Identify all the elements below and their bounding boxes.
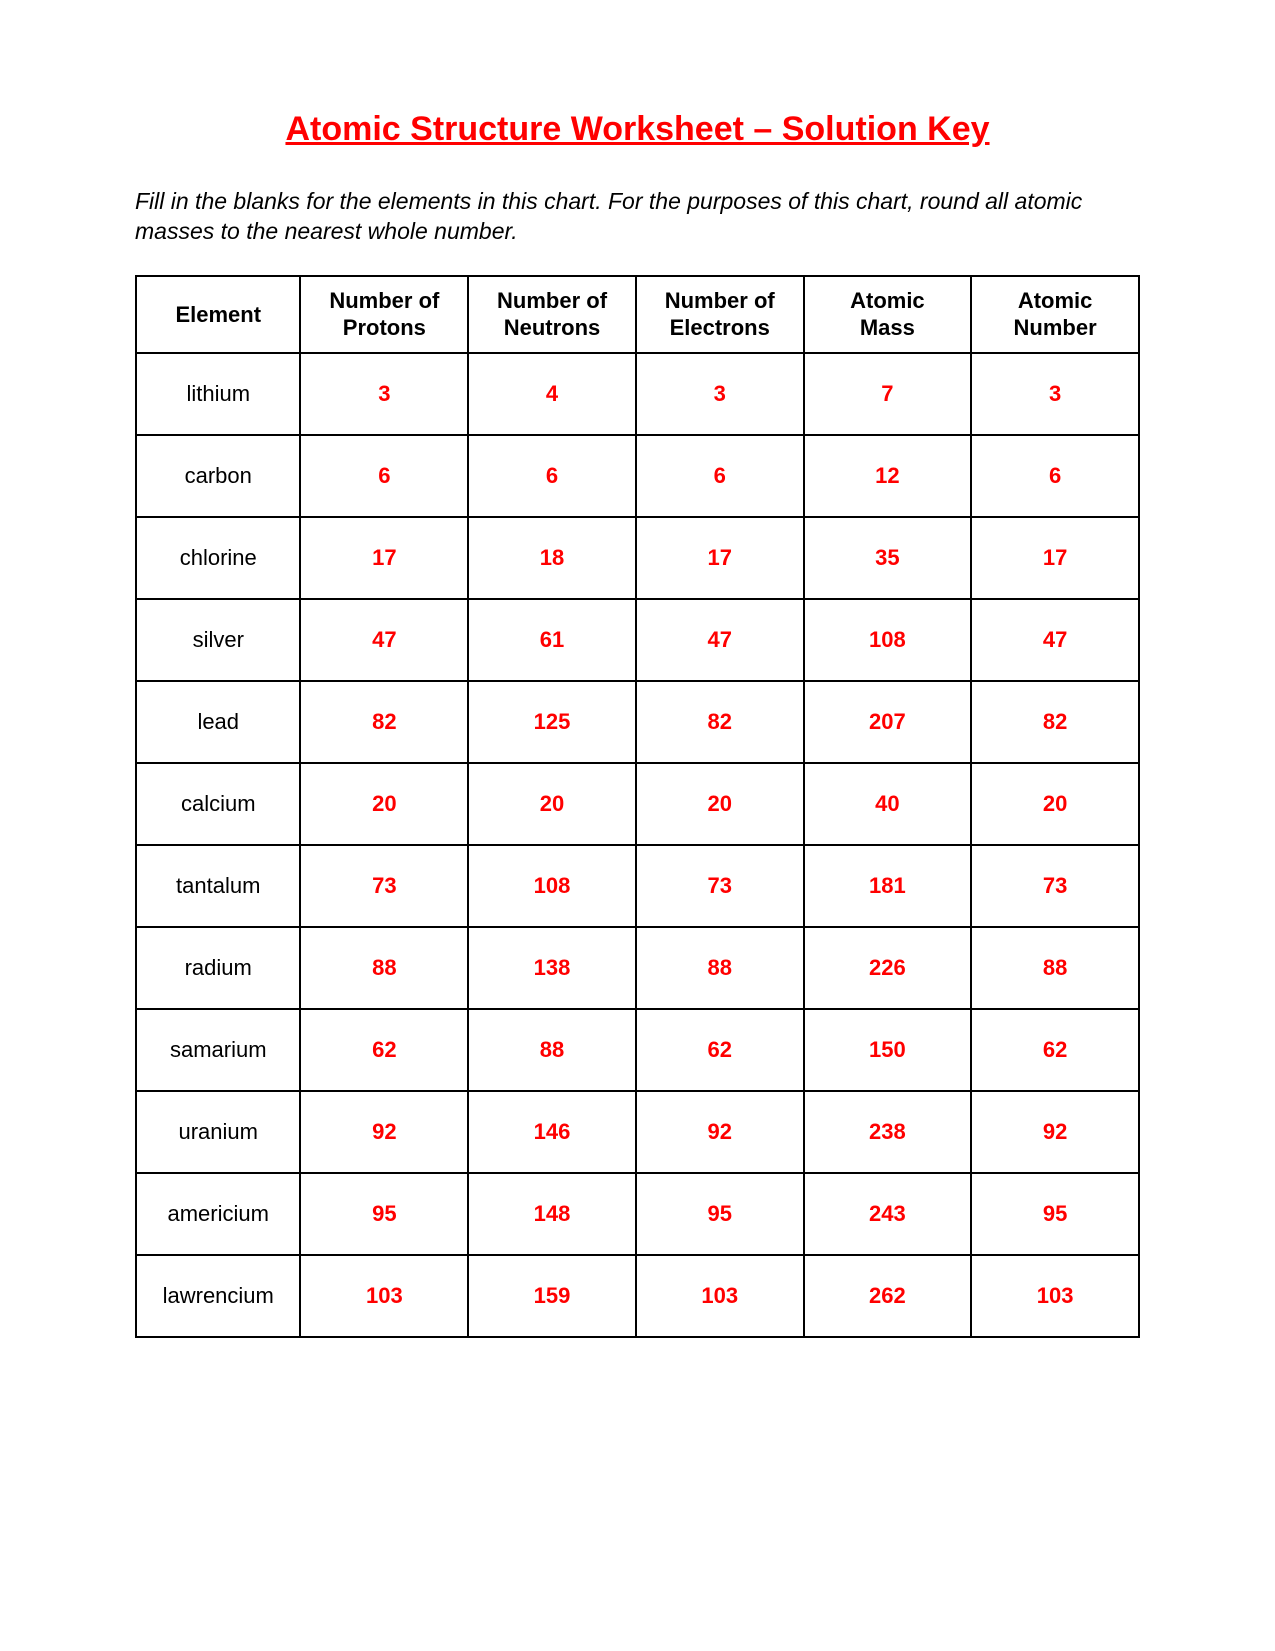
table-row: tantalum731087318173: [136, 845, 1139, 927]
table-row: silver47614710847: [136, 599, 1139, 681]
cell-number: 17: [971, 517, 1139, 599]
cell-element: tantalum: [136, 845, 300, 927]
cell-number: 92: [971, 1091, 1139, 1173]
table-row: lithium34373: [136, 353, 1139, 435]
cell-element: calcium: [136, 763, 300, 845]
cell-element: carbon: [136, 435, 300, 517]
cell-electrons: 82: [636, 681, 804, 763]
cell-neutrons: 6: [468, 435, 636, 517]
cell-mass: 12: [804, 435, 972, 517]
cell-electrons: 20: [636, 763, 804, 845]
cell-mass: 226: [804, 927, 972, 1009]
table-row: lead821258220782: [136, 681, 1139, 763]
cell-neutrons: 20: [468, 763, 636, 845]
cell-protons: 62: [300, 1009, 468, 1091]
header-element: Element: [136, 276, 300, 353]
cell-electrons: 62: [636, 1009, 804, 1091]
cell-neutrons: 88: [468, 1009, 636, 1091]
cell-number: 88: [971, 927, 1139, 1009]
cell-number: 82: [971, 681, 1139, 763]
table-row: lawrencium103159103262103: [136, 1255, 1139, 1337]
header-neutrons: Number ofNeutrons: [468, 276, 636, 353]
cell-number: 73: [971, 845, 1139, 927]
cell-element: radium: [136, 927, 300, 1009]
cell-mass: 7: [804, 353, 972, 435]
cell-neutrons: 138: [468, 927, 636, 1009]
cell-number: 47: [971, 599, 1139, 681]
table-header-row: Element Number ofProtons Number ofNeutro…: [136, 276, 1139, 353]
header-number: AtomicNumber: [971, 276, 1139, 353]
cell-mass: 150: [804, 1009, 972, 1091]
cell-electrons: 47: [636, 599, 804, 681]
cell-neutrons: 159: [468, 1255, 636, 1337]
cell-protons: 88: [300, 927, 468, 1009]
cell-mass: 40: [804, 763, 972, 845]
cell-protons: 47: [300, 599, 468, 681]
cell-element: uranium: [136, 1091, 300, 1173]
cell-mass: 35: [804, 517, 972, 599]
cell-element: samarium: [136, 1009, 300, 1091]
cell-number: 62: [971, 1009, 1139, 1091]
instructions-text: Fill in the blanks for the elements in t…: [135, 187, 1140, 247]
cell-element: americium: [136, 1173, 300, 1255]
cell-mass: 243: [804, 1173, 972, 1255]
cell-protons: 20: [300, 763, 468, 845]
cell-element: lead: [136, 681, 300, 763]
cell-protons: 103: [300, 1255, 468, 1337]
cell-number: 20: [971, 763, 1139, 845]
cell-neutrons: 61: [468, 599, 636, 681]
cell-neutrons: 18: [468, 517, 636, 599]
cell-protons: 17: [300, 517, 468, 599]
cell-electrons: 92: [636, 1091, 804, 1173]
cell-electrons: 17: [636, 517, 804, 599]
elements-table: Element Number ofProtons Number ofNeutro…: [135, 275, 1140, 1338]
table-row: carbon666126: [136, 435, 1139, 517]
cell-element: silver: [136, 599, 300, 681]
table-row: chlorine1718173517: [136, 517, 1139, 599]
cell-protons: 95: [300, 1173, 468, 1255]
table-row: radium881388822688: [136, 927, 1139, 1009]
table-row: samarium62886215062: [136, 1009, 1139, 1091]
cell-mass: 181: [804, 845, 972, 927]
cell-number: 3: [971, 353, 1139, 435]
cell-number: 95: [971, 1173, 1139, 1255]
table-row: calcium2020204020: [136, 763, 1139, 845]
cell-neutrons: 148: [468, 1173, 636, 1255]
cell-neutrons: 125: [468, 681, 636, 763]
cell-element: lawrencium: [136, 1255, 300, 1337]
table-row: americium951489524395: [136, 1173, 1139, 1255]
cell-protons: 6: [300, 435, 468, 517]
cell-neutrons: 146: [468, 1091, 636, 1173]
page-title: Atomic Structure Worksheet – Solution Ke…: [135, 110, 1140, 149]
header-electrons: Number ofElectrons: [636, 276, 804, 353]
header-mass: AtomicMass: [804, 276, 972, 353]
cell-mass: 207: [804, 681, 972, 763]
header-protons: Number ofProtons: [300, 276, 468, 353]
cell-mass: 262: [804, 1255, 972, 1337]
cell-mass: 108: [804, 599, 972, 681]
cell-element: lithium: [136, 353, 300, 435]
cell-electrons: 95: [636, 1173, 804, 1255]
cell-electrons: 88: [636, 927, 804, 1009]
cell-mass: 238: [804, 1091, 972, 1173]
cell-number: 103: [971, 1255, 1139, 1337]
cell-protons: 3: [300, 353, 468, 435]
cell-electrons: 3: [636, 353, 804, 435]
cell-element: chlorine: [136, 517, 300, 599]
cell-neutrons: 4: [468, 353, 636, 435]
cell-number: 6: [971, 435, 1139, 517]
cell-neutrons: 108: [468, 845, 636, 927]
cell-protons: 82: [300, 681, 468, 763]
table-row: uranium921469223892: [136, 1091, 1139, 1173]
cell-electrons: 73: [636, 845, 804, 927]
cell-electrons: 6: [636, 435, 804, 517]
cell-protons: 92: [300, 1091, 468, 1173]
cell-protons: 73: [300, 845, 468, 927]
cell-electrons: 103: [636, 1255, 804, 1337]
